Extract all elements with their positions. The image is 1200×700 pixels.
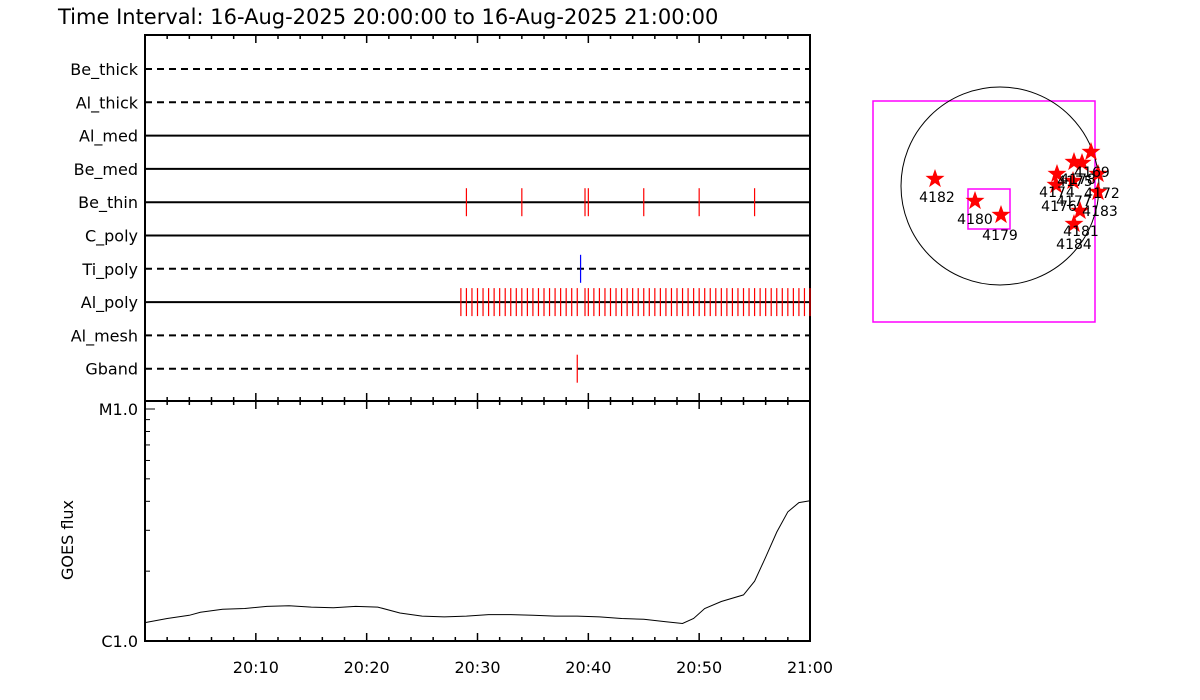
filter-timeline-panel: Be_thick Al_thick Al_med Be_med Be_thin C_pol… bbox=[70, 34, 811, 641]
active-region-label-4174: 4174 bbox=[1039, 185, 1075, 201]
goes-y-tick-label: C1.0 bbox=[101, 632, 138, 651]
filter-panel-frame bbox=[144, 34, 811, 402]
goes-y-tick-label: M1.0 bbox=[99, 400, 138, 419]
map-zoom-box bbox=[967, 188, 1011, 230]
filter-label-be-med: Be_med bbox=[74, 160, 138, 180]
active-region-star-4178 bbox=[1072, 153, 1092, 172]
active-region-star-4182 bbox=[925, 169, 945, 188]
filter-label-ti-poly: Ti_poly bbox=[81, 260, 138, 280]
filter-rows: Be_thick Al_thick Al_med Be_med Be_thin C_pol… bbox=[70, 60, 811, 383]
goes-x-tick-label: 20:30 bbox=[454, 658, 500, 677]
active-region-star-4169 bbox=[1081, 142, 1101, 161]
active-region-label-4176: 4176 bbox=[1041, 199, 1077, 215]
active-region-label-4169: 4169 bbox=[1074, 165, 1110, 181]
goes-y-axis-label: GOES flux bbox=[58, 500, 77, 580]
active-region-label-4181: 4181 bbox=[1063, 224, 1099, 240]
filter-label-al-thick: Al_thick bbox=[76, 93, 139, 113]
active-region-star-4174 bbox=[1047, 164, 1067, 183]
goes-x-tick-label: 20:20 bbox=[344, 658, 390, 677]
goes-x-tick-label: 21:00 bbox=[787, 658, 833, 677]
active-region-label-4184: 4184 bbox=[1056, 237, 1092, 253]
goes-x-tick-label: 20:50 bbox=[676, 658, 722, 677]
time-interval-title: Time Interval: 16-Aug-2025 20:00:00 to 1… bbox=[57, 5, 718, 29]
active-region-star-4180 bbox=[965, 191, 985, 210]
active-region-label-4175: 4175 bbox=[1057, 174, 1093, 190]
filter-label-gband: Gband bbox=[85, 360, 138, 379]
goes-panel-frame bbox=[144, 400, 811, 642]
active-region-label-4172: 4172 bbox=[1084, 186, 1120, 202]
active-region-label-4180: 4180 bbox=[957, 212, 993, 228]
active-region-label-4177: 4177 bbox=[1056, 194, 1092, 210]
filter-label-be-thin: Be_thin bbox=[78, 193, 138, 213]
active-region-star-4175 bbox=[1064, 152, 1084, 171]
map-field-box bbox=[872, 100, 1096, 323]
goes-axis: M1.0 C1.0 20:10 20:20 20:30 20:40 20:50 21:00 bbox=[99, 400, 833, 677]
active-region-label-4182: 4182 bbox=[919, 190, 955, 206]
filter-panel-top-ticks bbox=[144, 35, 811, 641]
active-region-star-4184 bbox=[1064, 214, 1084, 233]
active-region-star-4183 bbox=[1088, 182, 1108, 201]
filter-label-be-thick: Be_thick bbox=[70, 60, 138, 80]
active-region-star-4181 bbox=[1070, 201, 1090, 220]
active-region-star-4177 bbox=[1063, 171, 1083, 190]
filter-label-al-mesh: Al_mesh bbox=[71, 326, 138, 346]
active-region-star-4179 bbox=[991, 205, 1011, 224]
active-region-label-4179: 4179 bbox=[982, 228, 1018, 244]
filter-label-c-poly: C_poly bbox=[85, 227, 138, 247]
filter-label-al-med: Al_med bbox=[79, 127, 138, 147]
goes-x-tick-label: 20:10 bbox=[233, 658, 279, 677]
goes-flux-panel: M1.0 C1.0 20:10 20:20 20:30 20:40 20:50 21:00 G… bbox=[58, 400, 833, 677]
active-region-star-4176 bbox=[1046, 175, 1066, 194]
filter-label-al-poly: Al_poly bbox=[81, 293, 138, 313]
active-region-label-4178: 4178 bbox=[1060, 172, 1096, 188]
goes-flux-line bbox=[144, 500, 811, 625]
active-region-label-4183: 4183 bbox=[1082, 204, 1118, 220]
active-region-star-4172 bbox=[1088, 164, 1108, 183]
goes-x-tick-label: 20:40 bbox=[565, 658, 611, 677]
